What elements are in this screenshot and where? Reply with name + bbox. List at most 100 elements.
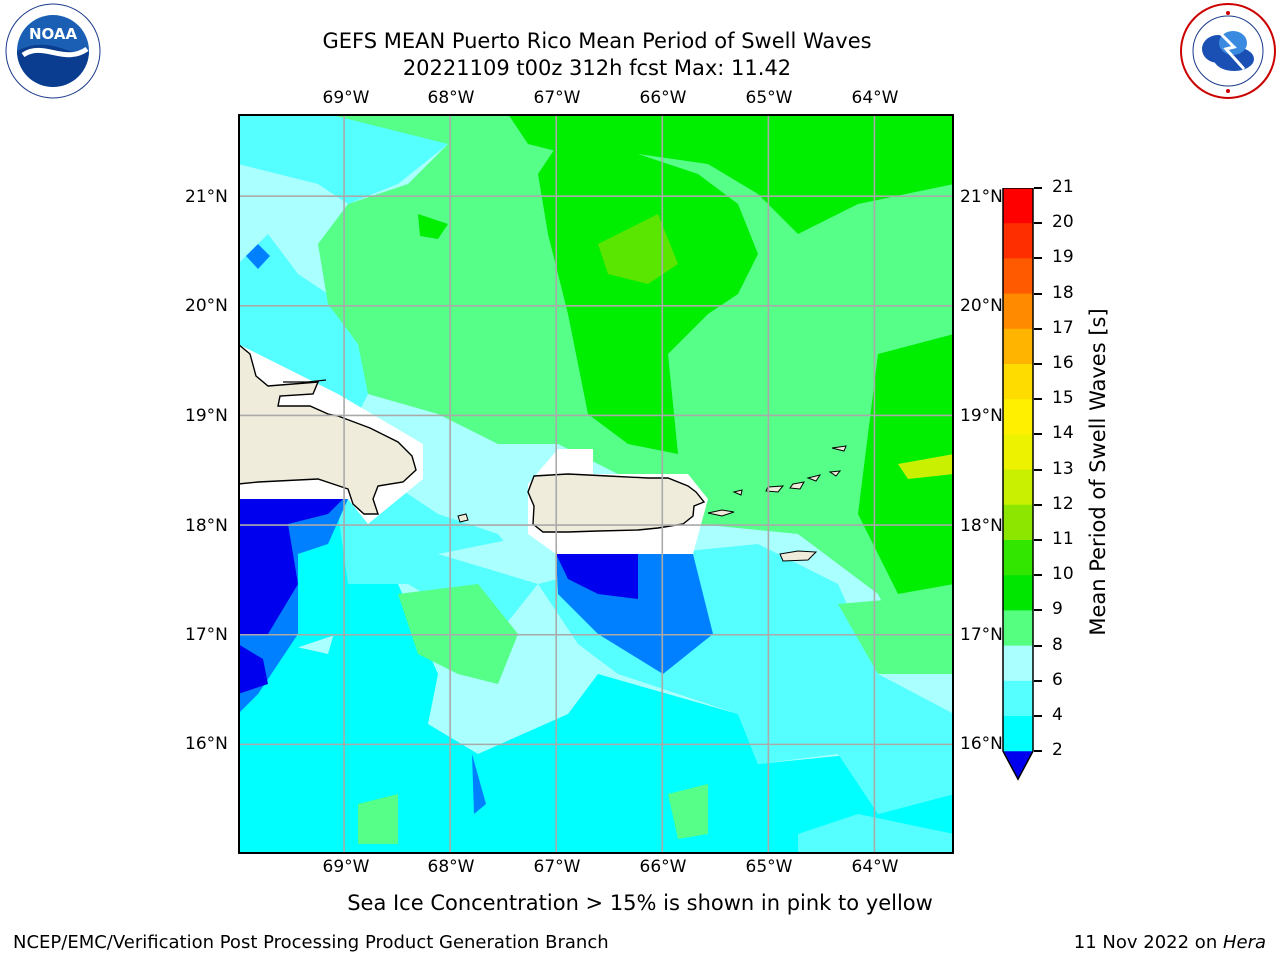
colorbar-tick: [1034, 574, 1042, 577]
lat-label-right: 16°N: [960, 734, 1003, 754]
lat-label-right: 17°N: [960, 625, 1003, 645]
footer-date: 11 Nov 2022 on Hera: [1073, 932, 1266, 953]
lon-label-top: 68°W: [427, 88, 475, 108]
contour-6-8-se: [798, 814, 954, 854]
colorbar-segment: [1003, 645, 1033, 682]
land-tortola: [806, 474, 822, 482]
map-frame: [238, 114, 954, 854]
colorbar-segment: [1003, 680, 1033, 717]
colorbar-tick-label: 10: [1052, 564, 1074, 585]
colorbar-tick-label: 17: [1052, 317, 1074, 338]
colorbar-segment: [1003, 434, 1033, 470]
colorbar-extend-arrow: [1003, 751, 1033, 780]
land-st-john: [789, 481, 805, 490]
contour-lt-2-west-low: [238, 644, 268, 694]
lat-label-left: 18°N: [185, 516, 228, 536]
colorbar-segment: [1003, 293, 1033, 330]
colorbar-tick: [1034, 503, 1042, 506]
colorbar-tick: [1034, 750, 1042, 753]
swell-period-map: [238, 114, 954, 854]
nws-logo: [1178, 3, 1278, 103]
colorbar-tick-label: 19: [1052, 247, 1074, 268]
land-culebra: [732, 489, 743, 496]
colorbar-tick: [1034, 327, 1042, 330]
colorbar-segment: [1003, 716, 1033, 752]
colorbar-tick: [1034, 257, 1042, 260]
colorbar-tick-label: 18: [1052, 282, 1074, 303]
colorbar-segment: [1003, 469, 1033, 506]
colorbar-tick: [1034, 433, 1042, 436]
land-vieques: [707, 509, 735, 517]
colorbar-tick-label: 12: [1052, 493, 1074, 514]
lon-label-top: 69°W: [322, 88, 370, 108]
colorbar-tick: [1034, 187, 1042, 189]
land-anegada: [828, 470, 842, 477]
contour-11-12: [598, 214, 678, 284]
colorbar-tick-label: 14: [1052, 423, 1074, 444]
contour-9-10-patch: [668, 784, 708, 839]
colorbar-tick-label: 15: [1052, 388, 1074, 409]
contour-6-8-north: [238, 114, 448, 204]
colorbar-tick: [1034, 398, 1042, 401]
noaa-logo: NOAA: [3, 3, 103, 103]
lon-label-bottom: 68°W: [427, 857, 475, 877]
colorbar-tick: [1034, 292, 1042, 295]
lon-label-bottom: 67°W: [533, 857, 581, 877]
land-saona: [457, 513, 469, 523]
contour-11-12-east: [898, 454, 954, 479]
lat-label-left: 21°N: [185, 187, 228, 207]
lon-label-bottom: 64°W: [851, 857, 899, 877]
contour-10-11-islet: [418, 214, 448, 239]
colorbar-tick: [1034, 715, 1042, 717]
contour-4-6: [238, 584, 954, 854]
colorbar-segment: [1003, 188, 1033, 224]
colorbar-tick: [1034, 609, 1042, 612]
lon-label-top: 67°W: [533, 88, 581, 108]
colorbar-tick-label: 6: [1052, 669, 1063, 690]
colorbar-tick: [1034, 644, 1042, 647]
colorbar-segment: [1003, 258, 1033, 294]
colorbar-segment: [1003, 504, 1033, 541]
colorbar-segment: [1003, 540, 1033, 576]
lon-label-top: 64°W: [851, 88, 899, 108]
colorbar-tick-label: 21: [1052, 177, 1074, 197]
noaa-logo-text: NOAA: [29, 25, 78, 43]
lon-label-bottom: 69°W: [322, 857, 370, 877]
colorbar-segment: [1003, 328, 1033, 365]
colorbar-segment: [1003, 610, 1033, 646]
contour-9-10-patch2: [358, 794, 398, 844]
lon-label-top: 66°W: [639, 88, 687, 108]
land-hispaniola: [238, 343, 417, 515]
colorbar-tick-label: 4: [1052, 705, 1063, 725]
lat-label-left: 20°N: [185, 296, 228, 316]
contour-lt-2: [238, 499, 343, 634]
footer-machine: Hera: [1222, 932, 1266, 953]
contour-6-8: [238, 234, 538, 634]
colorbar: [1002, 188, 1034, 781]
land-sombrero: [831, 445, 847, 452]
colorbar-tick-label: 16: [1052, 353, 1074, 373]
lat-label-right: 20°N: [960, 296, 1003, 316]
colorbar-segment: [1003, 575, 1033, 611]
colorbar-segment: [1003, 223, 1033, 259]
colorbar-tick: [1034, 222, 1042, 225]
colorbar-tick-label: 13: [1052, 458, 1074, 479]
colorbar-tick: [1034, 679, 1042, 682]
lon-label-top: 65°W: [745, 88, 793, 108]
colorbar-tick-label: 20: [1052, 212, 1074, 233]
map-subtitle: 20221109 t00z 312h fcst Max: 11.42: [402, 56, 792, 80]
contour-10-11-center: [538, 144, 758, 454]
colorbar-tick-label: 9: [1052, 599, 1063, 620]
lat-label-right: 21°N: [960, 187, 1003, 207]
colorbar-segment: [1003, 364, 1033, 400]
colorbar-tick-label: 8: [1052, 634, 1063, 655]
colorbar-segment: [1003, 399, 1033, 435]
graticule: [238, 114, 954, 854]
land-st-thomas: [765, 485, 785, 493]
contour-2-4-dot: [246, 244, 270, 269]
sea-ice-note: Sea Ice Concentration > 15% is shown in …: [347, 891, 933, 915]
colorbar-tick-label: 2: [1052, 740, 1063, 761]
lat-label-left: 16°N: [185, 734, 228, 754]
land-puerto-rico: [527, 473, 706, 533]
contour-lt-2-south-pr: [556, 554, 638, 599]
